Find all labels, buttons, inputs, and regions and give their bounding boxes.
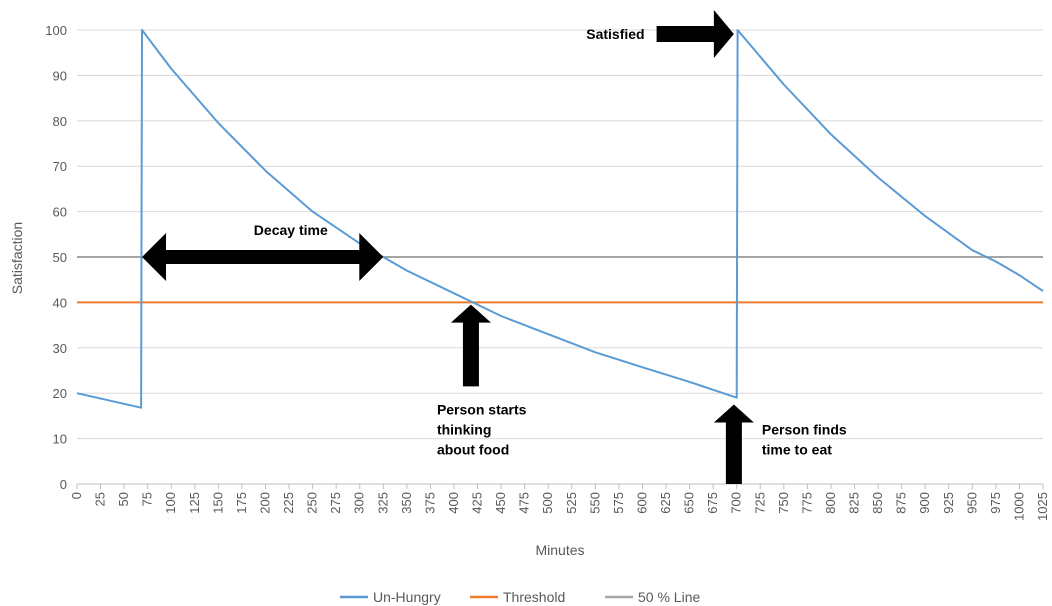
x-tick-label: 325 [375, 492, 390, 514]
x-tick-label: 100 [163, 492, 178, 514]
x-tick-label: 525 [564, 492, 579, 514]
y-tick-label: 50 [53, 250, 67, 265]
x-tick-label: 1000 [1011, 492, 1026, 521]
x-tick-label: 600 [634, 492, 649, 514]
x-tick-label: 350 [399, 492, 414, 514]
x-tick-label: 500 [540, 492, 555, 514]
up-arrow-3 [713, 404, 754, 484]
x-tick-label: 725 [752, 492, 767, 514]
legend-label: 50 % Line [638, 589, 700, 605]
series-line-un-hungry [76, 29, 1044, 409]
y-tick-label: 70 [53, 159, 67, 174]
x-tick-label: 225 [281, 492, 296, 514]
annotation-label: Person starts [437, 401, 527, 417]
x-axis-title: Minutes [535, 542, 584, 558]
annotation-label: about food [437, 441, 509, 457]
y-tick-label: 60 [53, 205, 67, 220]
x-tick-label: 575 [611, 492, 626, 514]
x-tick-label: 625 [658, 492, 673, 514]
x-tick-label: 475 [517, 492, 532, 514]
x-tick-label: 375 [422, 492, 437, 514]
x-tick-label: 700 [729, 492, 744, 514]
x-tick-label: 125 [187, 492, 202, 514]
x-tick-label: 25 [93, 492, 108, 506]
x-tick-label: 925 [941, 492, 956, 514]
x-tick-label: 400 [446, 492, 461, 514]
x-tick-label: 75 [140, 492, 155, 506]
x-tick-label: 775 [799, 492, 814, 514]
x-tick-label: 825 [847, 492, 862, 514]
x-tick-label: 50 [116, 492, 131, 506]
y-tick-label: 40 [53, 295, 67, 310]
x-tick-label: 850 [870, 492, 885, 514]
x-tick-label: 450 [493, 492, 508, 514]
y-tick-label: 0 [60, 477, 67, 492]
satisfied-arrow [656, 10, 734, 58]
y-tick-label: 20 [53, 386, 67, 401]
legend: Un-Hungry Threshold 50 % Line [340, 589, 700, 605]
x-tick-label: 650 [682, 492, 697, 514]
annotation-label: time to eat [762, 442, 832, 458]
y-tick-label: 100 [45, 23, 67, 38]
decay-time-double-arrow [142, 233, 384, 281]
x-tick-label: 900 [917, 492, 932, 514]
annotation-label: thinking [437, 421, 491, 437]
y-axis-title: Satisfaction [9, 222, 25, 294]
x-tick-label: 675 [705, 492, 720, 514]
x-tick-label: 975 [988, 492, 1003, 514]
series [76, 29, 1044, 409]
x-tick-label: 550 [587, 492, 602, 514]
x-tick-label: 750 [776, 492, 791, 514]
annotation-label: Satisfied [586, 26, 644, 42]
x-tick-label: 875 [894, 492, 909, 514]
annotation-label: Decay time [254, 222, 328, 238]
annotation-label: Person finds [762, 422, 847, 438]
y-tick-label: 80 [53, 114, 67, 129]
x-tick-label: 425 [470, 492, 485, 514]
x-axis-ticks: 0 25 50 75 100 125 150 175 200 225 250 275 300 325 350… [69, 484, 1050, 521]
y-axis-ticks: 0 10 20 30 40 50 60 70 80 90 100 [45, 23, 67, 492]
x-tick-label: 300 [352, 492, 367, 514]
legend-label: Un-Hungry [373, 589, 441, 605]
y-tick-label: 10 [53, 432, 67, 447]
x-tick-label: 150 [210, 492, 225, 514]
annotations: Decay time Satisfied Person starts thinking… [142, 10, 847, 484]
x-tick-label: 175 [234, 492, 249, 514]
x-tick-label: 950 [964, 492, 979, 514]
x-tick-label: 250 [305, 492, 320, 514]
x-tick-label: 200 [257, 492, 272, 514]
x-tick-label: 800 [823, 492, 838, 514]
x-tick-label: 0 [69, 492, 84, 499]
x-tick-label: 275 [328, 492, 343, 514]
legend-label: Threshold [503, 589, 565, 605]
x-tick-label: 1025 [1035, 492, 1050, 521]
y-tick-label: 90 [53, 68, 67, 83]
y-tick-label: 30 [53, 341, 67, 356]
up-arrow-2 [450, 304, 491, 387]
